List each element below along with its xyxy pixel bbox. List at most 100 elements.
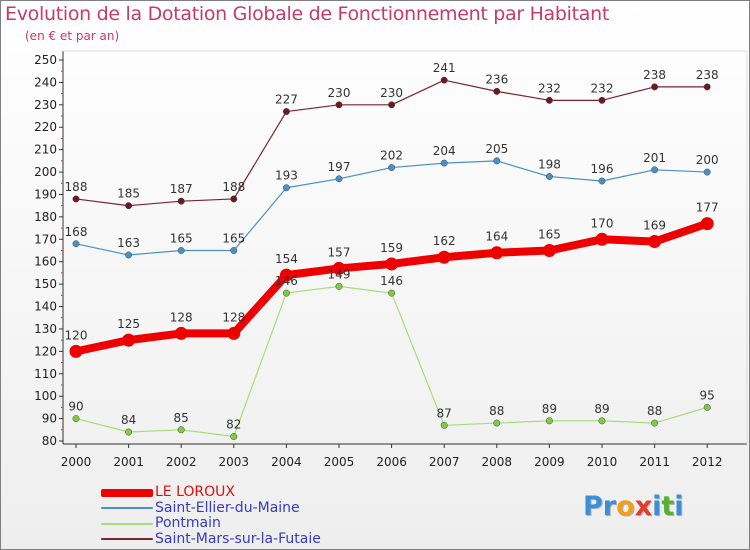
- chart-title: Evolution de la Dotation Globale de Fonc…: [5, 3, 610, 25]
- y-tick-label: 110: [34, 367, 57, 381]
- data-label: 95: [700, 388, 715, 402]
- data-label: 204: [433, 144, 456, 158]
- data-point: [545, 173, 553, 180]
- y-tick-label: 220: [34, 120, 57, 134]
- data-point: [335, 101, 343, 109]
- data-point: [493, 419, 501, 427]
- y-tick-label: 250: [34, 53, 57, 67]
- data-point: [72, 415, 80, 423]
- legend-item-le-loroux: LE LOROUX: [101, 484, 321, 501]
- series-line-pontmain: [75, 285, 708, 438]
- data-point: [125, 251, 133, 259]
- data-point: [388, 164, 396, 172]
- data-label: 162: [433, 234, 456, 248]
- data-point: [385, 257, 399, 271]
- series-pontmain: [72, 282, 711, 440]
- legend-label: Saint-Ellier-du-Maine: [155, 499, 300, 516]
- data-point: [703, 403, 711, 411]
- data-label: 188: [65, 180, 88, 194]
- x-tick-label: 2003: [219, 455, 250, 469]
- logo-letter: t: [661, 491, 675, 522]
- data-point: [598, 96, 606, 104]
- data-label: 232: [591, 81, 614, 95]
- data-label: 149: [328, 267, 351, 281]
- y-tick-label: 200: [34, 165, 57, 179]
- data-label: 164: [485, 230, 508, 244]
- data-label: 238: [643, 68, 666, 82]
- x-tick-label: 2005: [324, 455, 355, 469]
- data-label: 88: [647, 404, 662, 418]
- data-point: [598, 417, 606, 425]
- data-label: 88: [489, 404, 504, 418]
- data-point: [177, 197, 185, 205]
- y-tick-label: 210: [34, 143, 57, 157]
- data-point: [598, 177, 606, 185]
- logo-letter: x: [634, 491, 653, 522]
- data-label: 120: [65, 328, 88, 342]
- y-tick-label: 100: [34, 389, 57, 403]
- data-point: [388, 101, 396, 109]
- y-tick-label: 160: [34, 255, 57, 269]
- data-point: [174, 326, 188, 340]
- chart-subtitle: (en € et par an): [25, 29, 120, 43]
- x-tick-label: 2008: [482, 455, 513, 469]
- series-le-loroux: [69, 217, 714, 358]
- data-label: 87: [437, 406, 452, 420]
- data-label: 84: [121, 413, 136, 427]
- data-label: 238: [696, 68, 719, 82]
- data-label: 187: [170, 182, 193, 196]
- y-tick-label: 140: [34, 300, 57, 314]
- logo-letter: i: [674, 491, 684, 522]
- data-label: 188: [222, 180, 245, 194]
- data-point: [177, 247, 185, 254]
- data-point: [595, 232, 609, 246]
- series-layer: [69, 76, 714, 440]
- x-tick-label: 2004: [271, 455, 302, 469]
- logo-letter: i: [652, 491, 662, 522]
- data-point: [230, 247, 238, 254]
- y-tick-label: 130: [34, 322, 57, 336]
- data-label: 146: [275, 274, 298, 288]
- data-point: [72, 195, 80, 203]
- data-label: 232: [538, 81, 561, 95]
- data-label: 198: [538, 158, 561, 172]
- data-point: [700, 217, 714, 231]
- logo-letter: r: [602, 491, 617, 522]
- data-point: [703, 83, 711, 91]
- data-label: 202: [380, 149, 403, 163]
- data-labels-layer: 188 185 187 188 227 230 230 241 236 232 232 238 238 1…: [65, 61, 719, 431]
- data-label: 89: [594, 402, 609, 416]
- data-point: [282, 289, 290, 297]
- data-point: [493, 157, 501, 165]
- data-label: 165: [222, 232, 245, 246]
- legend-item-pontmain: Pontmain: [101, 515, 321, 532]
- data-label: 165: [170, 232, 193, 246]
- x-tick-label: 2009: [534, 455, 565, 469]
- logo-letter: P: [583, 491, 603, 522]
- data-label: 201: [643, 151, 666, 165]
- data-point: [230, 433, 238, 440]
- data-label: 146: [380, 274, 403, 288]
- series-saint-ellier-du-maine: [72, 157, 711, 259]
- data-point: [282, 108, 290, 115]
- legend-swatch: [101, 507, 153, 510]
- data-point: [388, 289, 396, 297]
- data-point: [437, 250, 451, 264]
- data-label: 230: [328, 86, 351, 100]
- data-label: 159: [380, 241, 403, 255]
- data-point: [125, 428, 133, 436]
- data-label: 90: [68, 400, 83, 414]
- legend-swatch: [101, 522, 153, 525]
- data-point: [125, 202, 133, 210]
- data-point: [335, 175, 343, 183]
- x-tick-label: 2012: [692, 455, 723, 469]
- data-point: [332, 261, 346, 275]
- y-tick-label: 240: [34, 75, 57, 89]
- data-label: 177: [696, 201, 719, 215]
- data-label: 128: [222, 310, 245, 324]
- data-point: [282, 184, 290, 192]
- x-tick-label: 2000: [61, 455, 92, 469]
- logo-letter: o: [616, 491, 635, 522]
